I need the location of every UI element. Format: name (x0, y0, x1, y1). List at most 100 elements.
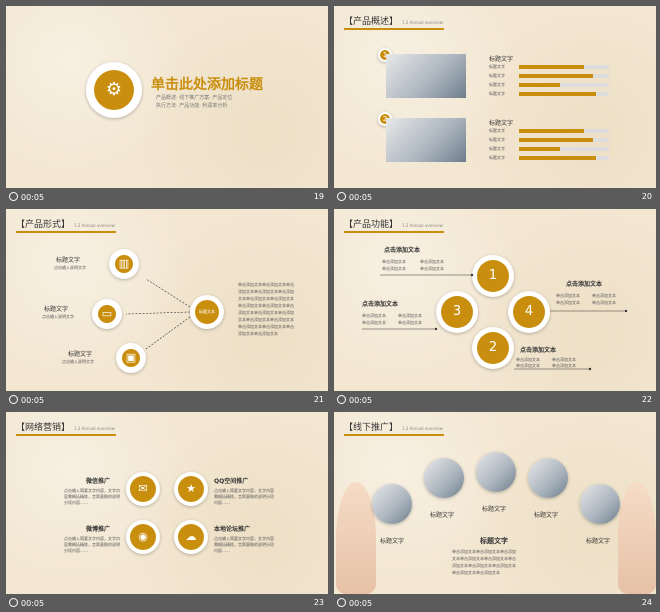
item-desc: 点击输入简要文字内容，文字内容需概括精炼，言简意赅的说明分项内容…… (64, 488, 120, 505)
slide-title: 单击此处添加标题 (151, 77, 263, 93)
progress-bar (519, 156, 609, 160)
slide-canvas: 【产品形式】 1.2 Annual overview ▥ 标题文字 点击输入说明文… (6, 209, 328, 391)
item-desc: 点击输入说明文字 (54, 265, 86, 270)
slide-canvas: 【线下推广】 1.2 Annual overview 标题文字 标题文字 标题文字… (334, 412, 656, 594)
progress-bar (519, 92, 609, 96)
team-photo (580, 484, 620, 524)
item-desc: 点击输入简要文字内容，文字内容需概括精炼，言简意赅的说明分项内容…… (214, 488, 274, 505)
node-title: 点击添加文本 (362, 301, 399, 308)
qq-circle: ★ (174, 472, 208, 506)
team-photo (424, 458, 464, 498)
row-label: 标题文字 (489, 91, 505, 96)
arrow-lines (125, 278, 191, 350)
body-text: 单击添加文本单击添加文本单击 添加文本单击添加文本单击添加 文本单击添加文本单击添加… (238, 282, 294, 336)
progress-bar (519, 147, 609, 151)
slide-thumbnail-19[interactable]: ⚙ 单击此处添加标题 产品概述· 线下推广方案· 产品定位 执行方法· 产品功能… (6, 6, 328, 206)
clock-icon (9, 192, 18, 201)
row-label: 标题文字 (489, 137, 505, 142)
slide-thumbnail-20[interactable]: 【产品概述】 1.2 Annual overview 1 标题文字 标题文字 标题… (334, 6, 656, 206)
slide-canvas: ⚙ 单击此处添加标题 产品概述· 线下推广方案· 产品定位 执行方法· 产品功能… (6, 6, 328, 188)
title-emblem: ⚙ (86, 62, 142, 118)
slide-canvas: 【网络营销】 1.2 Annual overview ✉ ★ ◉ ☁ 微信推广 点… (6, 412, 328, 594)
progress-bar (519, 129, 609, 133)
timing: 00:05 (9, 192, 44, 202)
team-photo (476, 452, 516, 492)
row-label: 标题文字 (489, 128, 505, 133)
chart-icon: ▥ (115, 255, 133, 273)
center-circle: 标题文本 (190, 295, 224, 329)
divider (16, 231, 116, 233)
clock-icon (337, 192, 346, 201)
photo-label: 标题文字 (534, 512, 559, 519)
team-photo (372, 484, 412, 524)
slide-thumbnail-22[interactable]: 【产品功能】 1.2 Annual overview 1 3 4 2 点击添加文本… (334, 209, 656, 409)
item-circle: ▥ (109, 249, 139, 279)
star-icon: ★ (178, 476, 204, 502)
slide-number: 22 (641, 395, 652, 404)
row-label: 标题文字 (489, 64, 505, 69)
slide-footer: 00:05 19 (6, 188, 328, 206)
item-circle: ▣ (116, 343, 146, 373)
divider (344, 28, 444, 30)
laptop-photo (386, 118, 466, 162)
section-title: 【网络营销】 1.2 Annual overview (16, 423, 115, 433)
slide-footer: 00:05 21 (6, 391, 328, 409)
node-3: 3 (436, 291, 478, 333)
laptop-icon: ▭ (98, 305, 116, 323)
right-hand-image (618, 482, 656, 594)
slide-footer: 00:05 22 (334, 391, 656, 409)
node-title: 点击添加文本 (384, 247, 421, 254)
wechat-circle: ✉ (126, 472, 160, 506)
section-title: 【产品功能】 1.2 Annual overview (344, 220, 443, 230)
slide-number: 23 (313, 598, 324, 607)
clock-icon (337, 598, 346, 607)
team-photo (528, 458, 568, 498)
item-title: 微博推广 (86, 526, 111, 533)
group-heading: 标题文字 (489, 120, 514, 127)
progress-bar (519, 83, 609, 87)
item-title: 标题文字 (56, 257, 81, 264)
item-circle: ▭ (92, 299, 122, 329)
bullet-item: 产品功能 (179, 103, 200, 109)
node-title: 点击添加文本 (520, 347, 557, 354)
photo-label: 标题文字 (586, 538, 611, 545)
bullet-item: 利润率分析 (202, 103, 228, 109)
node-1: 1 (472, 255, 514, 297)
bullet-item: 线下推广方案 (179, 95, 210, 101)
slide-canvas: 【产品概述】 1.2 Annual overview 1 标题文字 标题文字 标题… (334, 6, 656, 188)
item-desc: 点击输入说明文字 (62, 359, 94, 364)
laptop-photo (386, 54, 466, 98)
row-label: 标题文字 (489, 146, 505, 151)
progress-bar (519, 65, 609, 69)
node-4: 4 (508, 291, 550, 333)
slide-canvas: 【产品功能】 1.2 Annual overview 1 3 4 2 点击添加文本… (334, 209, 656, 391)
item-title: 本地论坛推广 (214, 526, 251, 533)
section-title: 【线下推广】 1.2 Annual overview (344, 423, 443, 433)
connector-lines (362, 273, 628, 371)
item-desc: 点击输入说明文字 (42, 314, 74, 319)
photo-label: 标题文字 (380, 538, 405, 545)
slide-number: 20 (641, 192, 652, 201)
row-label: 标题文字 (489, 73, 505, 78)
clock-icon (337, 395, 346, 404)
center-text: 单击添加文本单击添加文本单击添加 文本单击添加文本单击添加文本单击 添加文本单击添加… (452, 549, 516, 575)
slide-number: 24 (641, 598, 652, 607)
divider (16, 434, 116, 436)
section-title: 【产品形式】 1.2 Annual overview (16, 220, 115, 230)
item-title: 标题文字 (68, 351, 93, 358)
bullet-list: 产品概述· 线下推广方案· 产品定位 执行方法· 产品功能· 利润率分析 (156, 95, 233, 109)
slide-thumbnail-21[interactable]: 【产品形式】 1.2 Annual overview ▥ 标题文字 点击输入说明文… (6, 209, 328, 409)
row-label: 标题文字 (489, 155, 505, 160)
bullet-item: 产品概述 (156, 95, 177, 101)
center-title: 标题文字 (480, 537, 508, 545)
slide-footer: 00:05 24 (334, 594, 656, 612)
slide-number: 21 (313, 395, 324, 404)
slide-number: 19 (313, 192, 324, 201)
photo-label: 标题文字 (430, 512, 455, 519)
bullet-item: 产品定位 (212, 95, 233, 101)
slide-thumbnail-24[interactable]: 【线下推广】 1.2 Annual overview 标题文字 标题文字 标题文字… (334, 412, 656, 612)
slide-thumbnail-23[interactable]: 【网络营销】 1.2 Annual overview ✉ ★ ◉ ☁ 微信推广 点… (6, 412, 328, 612)
weibo-icon: ◉ (130, 524, 156, 550)
node-title: 点击添加文本 (566, 281, 603, 288)
forum-circle: ☁ (174, 520, 208, 554)
